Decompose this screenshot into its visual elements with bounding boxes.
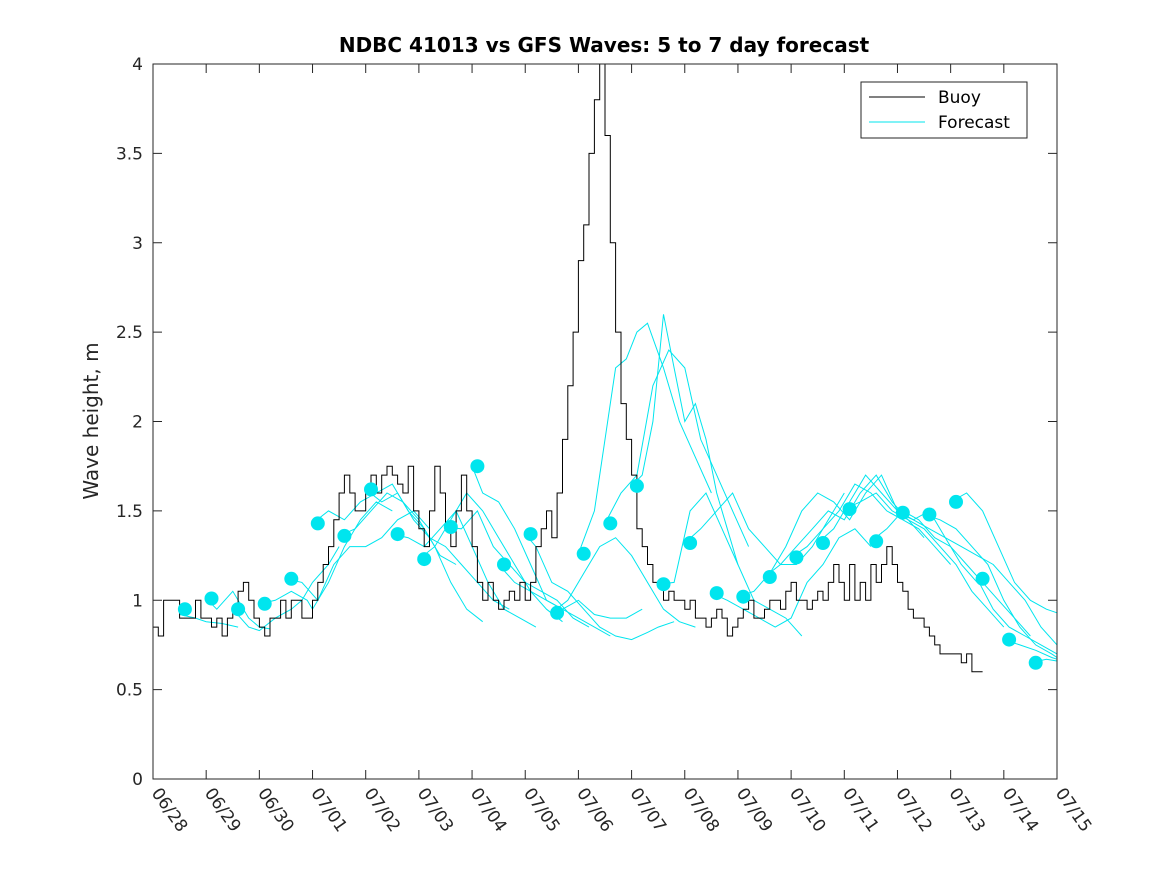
forecast-marker [470,459,485,474]
y-axis-label: Wave height, m [79,342,103,499]
forecast-marker [603,516,618,531]
chart-title: NDBC 41013 vs GFS Waves: 5 to 7 day fore… [339,33,870,57]
legend: Buoy Forecast [860,81,1028,139]
forecast-marker [762,570,777,584]
legend-label-forecast: Forecast [938,113,1010,133]
forecast-line [418,492,563,623]
legend-box [860,81,1028,139]
forecast-marker [869,534,884,549]
forecast-marker [1028,655,1043,670]
forecast-line [631,314,739,565]
forecast-line [684,492,845,565]
buoy-line [153,63,983,673]
forecast-marker [656,577,671,592]
forecast-marker [257,596,272,611]
plot-content [153,63,1058,673]
forecast-line [551,537,696,628]
forecast-marker [949,494,963,509]
forecast-line [764,474,925,578]
y-tick-label: 1 [132,591,143,611]
forecast-line [259,501,393,611]
forecast-marker [1002,632,1017,647]
y-tick-label: 3 [132,234,143,254]
forecast-marker [842,502,857,517]
plot-frame [152,63,1058,780]
forecast-marker [443,520,458,534]
y-tick-label: 0 [132,770,143,790]
forecast-marker [576,546,591,561]
y-tick-label: 2.5 [116,323,143,343]
forecast-line [577,322,712,554]
forecast-marker [310,516,325,531]
forecast-line [923,514,1058,658]
y-ticks: 0 0.5 1 1.5 2 2.5 3 3.5 4 [116,55,1057,790]
forecast-line [498,564,643,619]
y-tick-label: 3.5 [116,144,143,164]
forecast-marker [736,589,751,604]
forecast-line [338,492,484,623]
forecast-line [976,578,1058,655]
forecast-line [950,492,1058,614]
forecast-marker [550,605,565,620]
forecast-marker [816,536,830,550]
forecast-line [790,483,951,565]
forecast-marker [922,507,937,522]
forecast-line [844,492,1005,628]
forecast-marker [629,478,644,493]
forecast-marker [895,505,910,520]
y-tick-label: 0.5 [116,681,143,701]
forecast-marker [337,528,352,543]
forecast-line [392,509,537,628]
forecast-marker [204,591,219,606]
forecast-line [445,509,590,628]
forecast-line [658,492,803,637]
forecast-marker [231,602,246,617]
forecast-marker [417,552,432,567]
forecast-line [711,528,872,628]
forecast-marker [683,536,698,550]
forecast-marker [390,527,405,542]
y-tick-label: 2 [132,413,143,433]
forecast-marker [364,482,378,497]
forecast-marker [177,602,192,617]
forecast-marker [497,557,511,572]
forecast-marker [709,586,724,601]
forecast-marker [284,571,299,586]
forecast-marker [523,527,538,542]
forecast-line [524,533,675,641]
forecast-marker [975,571,990,586]
y-tick-label: 4 [132,55,143,75]
forecast-line [604,349,750,547]
y-tick-label: 1.5 [116,502,143,522]
forecast-line [897,512,1058,646]
legend-label-buoy: Buoy [938,88,981,108]
forecast-marker [789,550,804,565]
forecast-line [471,466,611,637]
forecast-line [285,510,430,602]
